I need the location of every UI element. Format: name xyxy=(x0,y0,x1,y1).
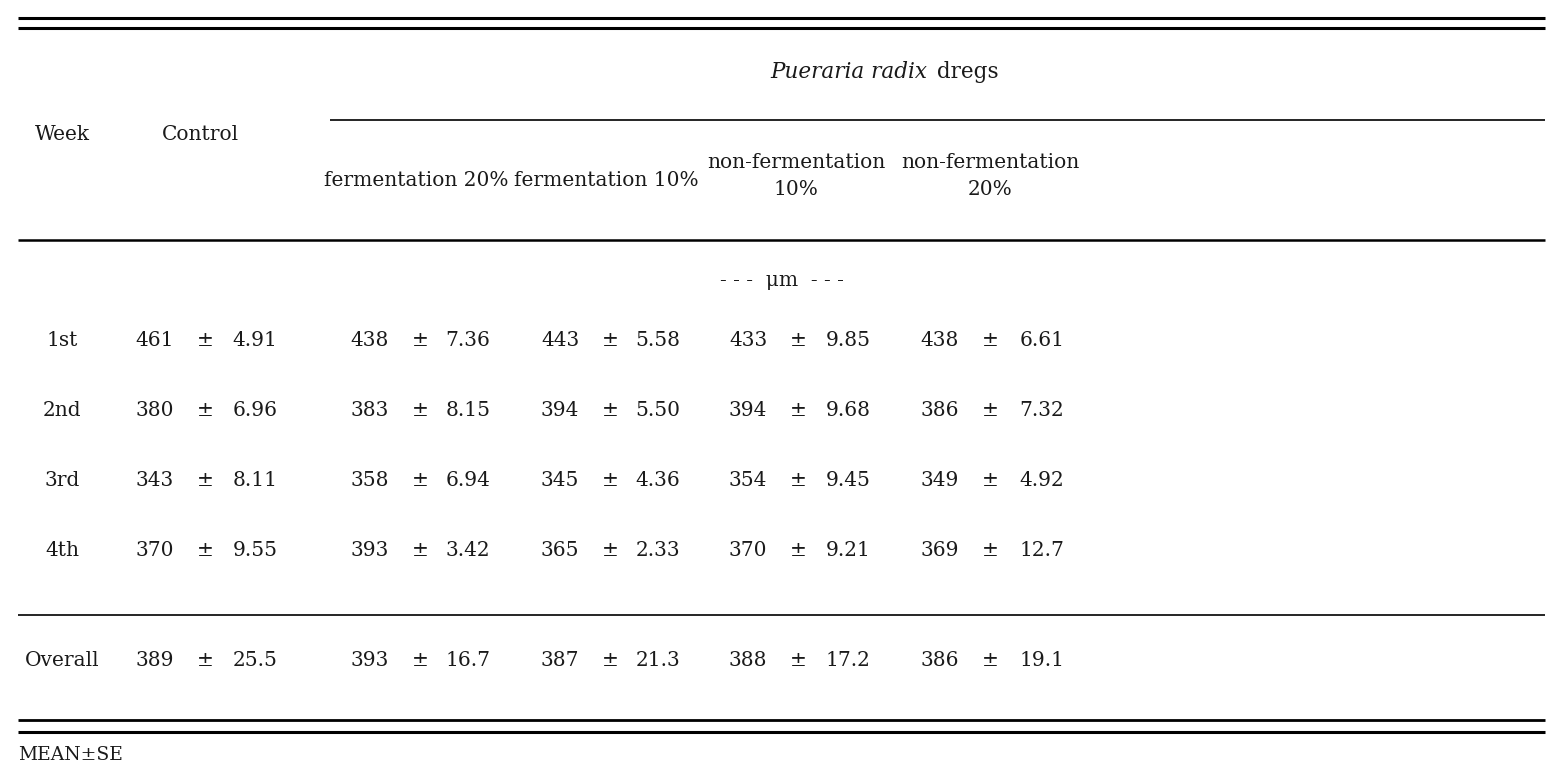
Text: 9.85: 9.85 xyxy=(826,330,871,350)
Text: 9.21: 9.21 xyxy=(826,541,871,560)
Text: 438: 438 xyxy=(350,330,389,350)
Text: 9.55: 9.55 xyxy=(233,541,277,560)
Text: ±: ± xyxy=(602,651,618,669)
Text: - - -  μm  - - -: - - - μm - - - xyxy=(719,270,845,290)
Text: Control: Control xyxy=(161,125,239,143)
Text: MEAN±SE: MEAN±SE xyxy=(19,746,124,764)
Text: non-fermentation
10%: non-fermentation 10% xyxy=(707,153,885,199)
Text: 7.32: 7.32 xyxy=(1020,400,1065,420)
Text: ±: ± xyxy=(411,330,429,350)
Text: 2.33: 2.33 xyxy=(635,541,680,560)
Text: ±: ± xyxy=(982,470,998,490)
Text: 4th: 4th xyxy=(45,541,80,560)
Text: Pueraria radix: Pueraria radix xyxy=(769,61,927,83)
Text: dregs: dregs xyxy=(931,61,999,83)
Text: 2nd: 2nd xyxy=(42,400,81,420)
Text: non-fermentation
20%: non-fermentation 20% xyxy=(901,153,1079,199)
Text: 4.92: 4.92 xyxy=(1020,470,1065,490)
Text: 461: 461 xyxy=(136,330,174,350)
Text: 365: 365 xyxy=(541,541,579,560)
Text: 386: 386 xyxy=(921,400,959,420)
Text: ±: ± xyxy=(790,400,807,420)
Text: 9.68: 9.68 xyxy=(826,400,871,420)
Text: ±: ± xyxy=(197,400,213,420)
Text: Overall: Overall xyxy=(25,651,99,669)
Text: 6.94: 6.94 xyxy=(446,470,491,490)
Text: ±: ± xyxy=(982,651,998,669)
Text: 370: 370 xyxy=(136,541,174,560)
Text: 349: 349 xyxy=(921,470,959,490)
Text: ±: ± xyxy=(197,651,213,669)
Text: 17.2: 17.2 xyxy=(826,651,871,669)
Text: 9.45: 9.45 xyxy=(826,470,871,490)
Text: ±: ± xyxy=(790,541,807,560)
Text: 25.5: 25.5 xyxy=(233,651,277,669)
Text: 443: 443 xyxy=(541,330,579,350)
Text: 8.11: 8.11 xyxy=(233,470,277,490)
Text: ±: ± xyxy=(790,651,807,669)
Text: 393: 393 xyxy=(350,541,389,560)
Text: 438: 438 xyxy=(921,330,959,350)
Text: ±: ± xyxy=(602,470,618,490)
Text: 345: 345 xyxy=(541,470,579,490)
Text: 3rd: 3rd xyxy=(44,470,80,490)
Text: ±: ± xyxy=(197,541,213,560)
Text: ±: ± xyxy=(982,541,998,560)
Text: fermentation 20%: fermentation 20% xyxy=(324,170,508,189)
Text: 8.15: 8.15 xyxy=(446,400,491,420)
Text: ±: ± xyxy=(602,330,618,350)
Text: 6.61: 6.61 xyxy=(1020,330,1065,350)
Text: 21.3: 21.3 xyxy=(635,651,680,669)
Text: 393: 393 xyxy=(350,651,389,669)
Text: 5.50: 5.50 xyxy=(635,400,680,420)
Text: 358: 358 xyxy=(350,470,389,490)
Text: 388: 388 xyxy=(729,651,768,669)
Text: ±: ± xyxy=(982,330,998,350)
Text: 343: 343 xyxy=(136,470,174,490)
Text: 369: 369 xyxy=(921,541,959,560)
Text: 7.36: 7.36 xyxy=(446,330,491,350)
Text: 387: 387 xyxy=(541,651,579,669)
Text: ±: ± xyxy=(790,470,807,490)
Text: 370: 370 xyxy=(729,541,768,560)
Text: 5.58: 5.58 xyxy=(635,330,680,350)
Text: 19.1: 19.1 xyxy=(1020,651,1065,669)
Text: 6.96: 6.96 xyxy=(233,400,277,420)
Text: ±: ± xyxy=(411,470,429,490)
Text: ±: ± xyxy=(411,400,429,420)
Text: ±: ± xyxy=(411,651,429,669)
Text: ±: ± xyxy=(602,541,618,560)
Text: 3.42: 3.42 xyxy=(446,541,490,560)
Text: 383: 383 xyxy=(350,400,389,420)
Text: 16.7: 16.7 xyxy=(446,651,491,669)
Text: fermentation 10%: fermentation 10% xyxy=(513,170,698,189)
Text: 394: 394 xyxy=(729,400,768,420)
Text: ±: ± xyxy=(602,400,618,420)
Text: 4.36: 4.36 xyxy=(635,470,680,490)
Text: ±: ± xyxy=(982,400,998,420)
Text: 394: 394 xyxy=(541,400,579,420)
Text: 386: 386 xyxy=(921,651,959,669)
Text: 1st: 1st xyxy=(47,330,78,350)
Text: ±: ± xyxy=(197,470,213,490)
Text: 4.91: 4.91 xyxy=(233,330,277,350)
Text: ±: ± xyxy=(790,330,807,350)
Text: 354: 354 xyxy=(729,470,768,490)
Text: 433: 433 xyxy=(729,330,766,350)
Text: Week: Week xyxy=(34,125,89,143)
Text: 389: 389 xyxy=(136,651,174,669)
Text: ±: ± xyxy=(411,541,429,560)
Text: 12.7: 12.7 xyxy=(1020,541,1065,560)
Text: 380: 380 xyxy=(136,400,174,420)
Text: ±: ± xyxy=(197,330,213,350)
